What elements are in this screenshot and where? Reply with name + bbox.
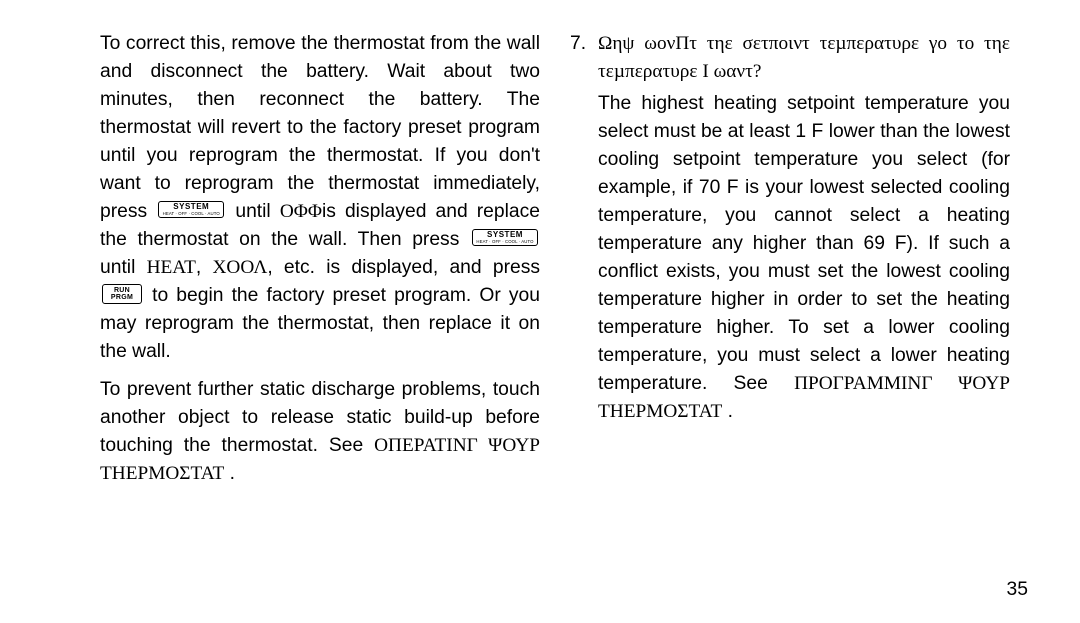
symbol-heat: ΗΕΑΤ (147, 257, 196, 278)
text-run: , etc. is displayed, and press (267, 257, 540, 278)
text-run: until (100, 257, 147, 278)
text-run: To correct this, remove the thermostat f… (100, 33, 540, 222)
system-button-icon: SYSTEM HEAT · OFF · COOL · AUTO (472, 229, 538, 246)
button-label-bottom: HEAT · OFF · COOL · AUTO (476, 240, 534, 244)
two-column-layout: To correct this, remove the thermostat f… (0, 0, 1080, 498)
button-label-bottom: HEAT · OFF · COOL · AUTO (162, 212, 220, 216)
faq-answer: The highest heating setpoint temperature… (598, 90, 1010, 426)
run-button-icon: RUN PRGM (102, 284, 142, 304)
left-column: To correct this, remove the thermostat f… (100, 30, 540, 498)
button-label-top: SYSTEM (476, 231, 534, 239)
symbol-off: ΟΦΦ (280, 201, 322, 222)
left-paragraph-1: To correct this, remove the thermostat f… (100, 30, 540, 366)
faq-number: 7. (570, 30, 598, 58)
page-number: 35 (1007, 579, 1028, 601)
button-label-top: SYSTEM (162, 203, 220, 211)
text-run: until (235, 201, 279, 222)
button-label-run: RUN (106, 287, 138, 294)
system-button-icon: SYSTEM HEAT · OFF · COOL · AUTO (158, 201, 224, 218)
text-run: . (224, 463, 235, 484)
faq-question: Ωηψ ωονΠτ τηε σετποιντ τεµπερατυρε γο το… (598, 33, 1010, 82)
faq-item-7: 7. Ωηψ ωονΠτ τηε σετποιντ τεµπερατυρε γο… (570, 30, 1010, 426)
text-run: The highest heating setpoint temperature… (598, 93, 1010, 394)
manual-page: To correct this, remove the thermostat f… (0, 0, 1080, 623)
text-run: to begin the factory preset program. Or … (100, 285, 540, 362)
text-run: . (722, 401, 733, 422)
button-label-prgm: PRGM (106, 294, 138, 301)
symbol-cool: ΧΟΟΛ (213, 257, 268, 278)
faq-body: Ωηψ ωονΠτ τηε σετποιντ τεµπερατυρε γο το… (598, 30, 1010, 426)
left-paragraph-2: To prevent further static discharge prob… (100, 376, 540, 488)
right-column: 7. Ωηψ ωονΠτ τηε σετποιντ τεµπερατυρε γο… (570, 30, 1010, 498)
